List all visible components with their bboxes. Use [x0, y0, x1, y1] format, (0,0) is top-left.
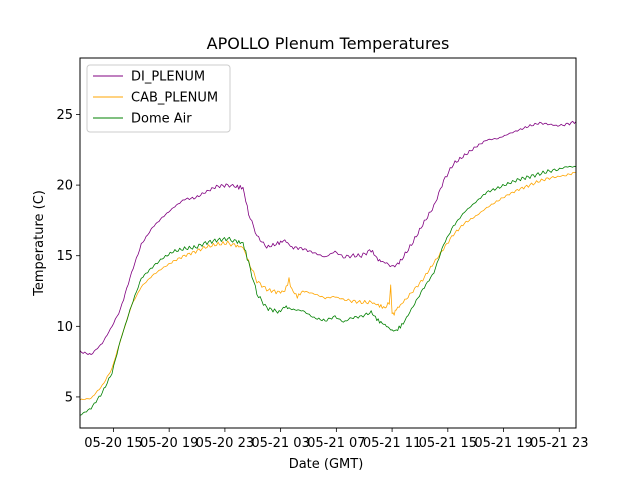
- plot-frame: [79, 57, 577, 429]
- legend-label-cab-plenum: CAB_PLENUM: [131, 91, 218, 106]
- y-axis-label: Temperature (C): [32, 190, 47, 297]
- x-tick-label: 05-21 07: [307, 436, 365, 451]
- x-tick-label: 05-20 23: [196, 436, 254, 451]
- legend-label-di-plenum: DI_PLENUM: [131, 70, 205, 85]
- legend: DI_PLENUM CAB_PLENUM Dome Air: [86, 64, 231, 133]
- y-tick-label: 20: [56, 179, 73, 194]
- series-line-cab-plenum: [79, 171, 576, 401]
- x-tick-label: 05-21 15: [419, 436, 477, 451]
- series-line-dome-air: [79, 165, 577, 416]
- y-tick-label: 25: [56, 108, 73, 123]
- x-tick-label: 05-21 19: [474, 436, 532, 451]
- x-tick-label: 05-21 23: [530, 436, 588, 451]
- legend-box: [86, 64, 231, 133]
- legend-label-dome-air: Dome Air: [131, 112, 192, 127]
- chart-title: APOLLO Plenum Temperatures: [207, 34, 450, 53]
- x-axis-label: Date (GMT): [289, 457, 364, 472]
- x-tick-label: 05-20 19: [140, 436, 198, 451]
- x-tick-label: 05-21 11: [363, 436, 421, 451]
- y-tick-label: 15: [56, 249, 73, 264]
- x-tick-label: 05-20 15: [84, 436, 142, 451]
- series-layer: [79, 120, 577, 416]
- y-tick-label: 10: [56, 320, 73, 335]
- y-tick-label: 5: [65, 390, 73, 405]
- x-tick-label: 05-21 03: [251, 436, 309, 451]
- series-line-di-plenum: [79, 120, 577, 355]
